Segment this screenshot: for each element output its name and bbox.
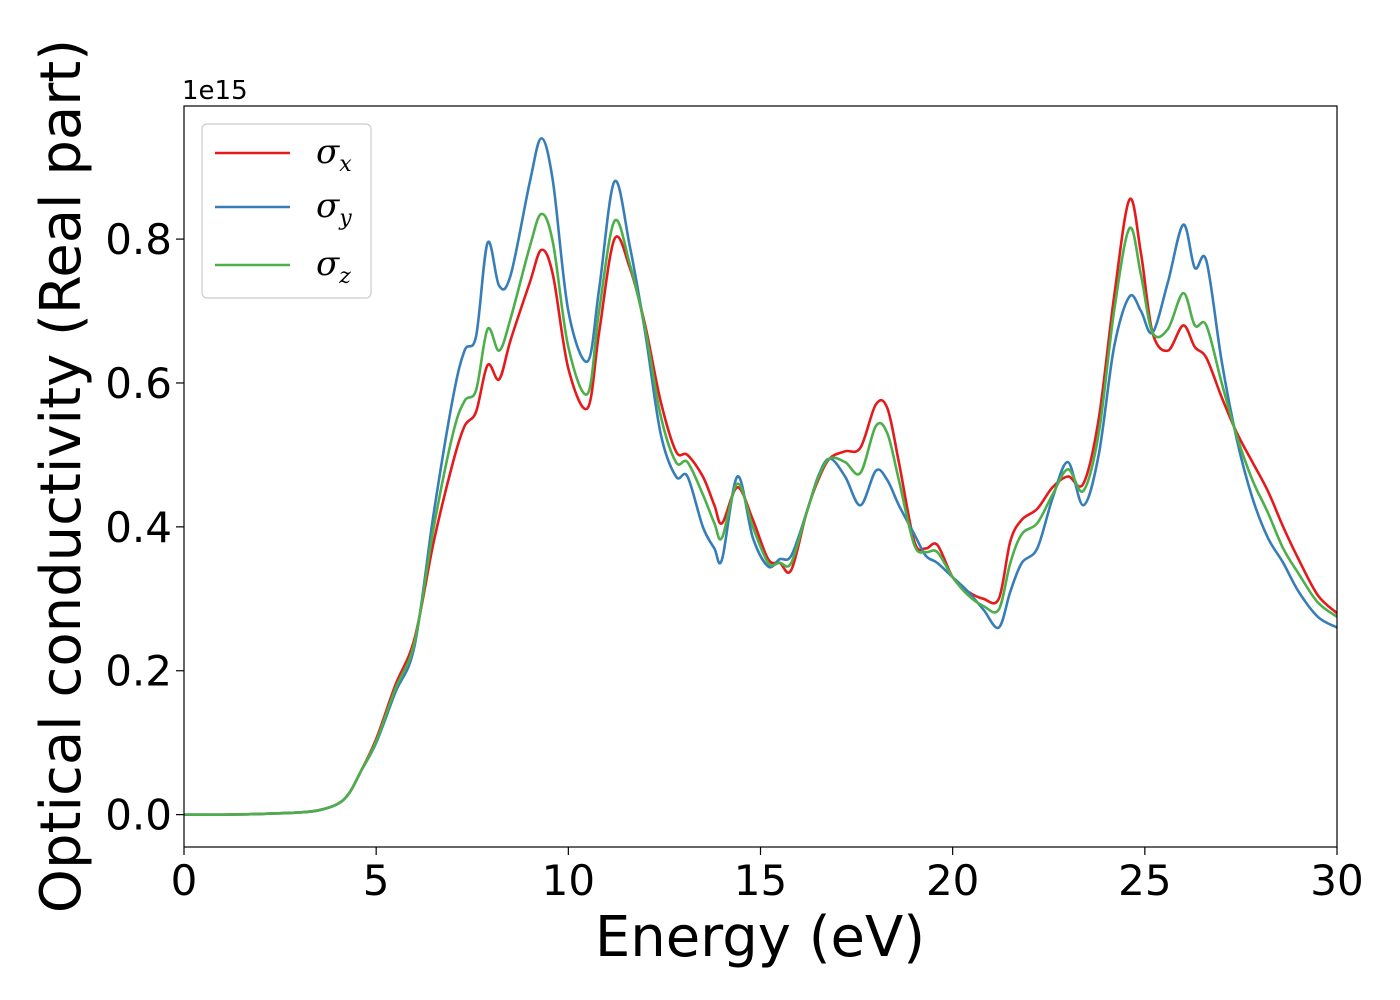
y-axis-ticks: 0.0 0.2 0.4 0.6 0.8 bbox=[105, 215, 184, 840]
legend-label-sigma-x: σx bbox=[316, 132, 352, 177]
x-tick-label: 30 bbox=[1310, 856, 1363, 905]
y-axis-label: Optical conductivity (Real part) bbox=[29, 39, 94, 913]
x-tick-label: 20 bbox=[926, 856, 979, 905]
legend-label-sigma-z: σz bbox=[316, 244, 351, 289]
x-tick-label: 5 bbox=[363, 856, 390, 905]
y-tick-label: 0.8 bbox=[105, 215, 172, 264]
plot-frame bbox=[183, 105, 1338, 848]
y-tick-label: 0.2 bbox=[105, 647, 172, 696]
x-tick-label: 0 bbox=[171, 856, 198, 905]
plot-area bbox=[184, 106, 1337, 847]
x-tick-label: 10 bbox=[542, 856, 595, 905]
x-tick-label: 15 bbox=[734, 856, 787, 905]
series-line-sigma-y bbox=[184, 137, 1337, 816]
x-axis-label: Energy (eV) bbox=[595, 905, 925, 970]
y-tick-label: 0.4 bbox=[105, 503, 172, 552]
y-tick-label: 0.6 bbox=[105, 359, 172, 408]
legend: σx σy σz bbox=[201, 123, 372, 299]
y-tick-label: 0.0 bbox=[105, 791, 172, 840]
x-axis-ticks: 0 5 10 15 20 25 30 bbox=[171, 847, 1364, 905]
series-line-sigma-z bbox=[184, 212, 1337, 816]
y-offset-label: 1e15 bbox=[182, 76, 248, 106]
legend-label-sigma-y: σy bbox=[316, 186, 352, 231]
x-tick-label: 25 bbox=[1118, 856, 1171, 905]
legend-box bbox=[201, 123, 372, 299]
series-layer bbox=[184, 137, 1337, 816]
